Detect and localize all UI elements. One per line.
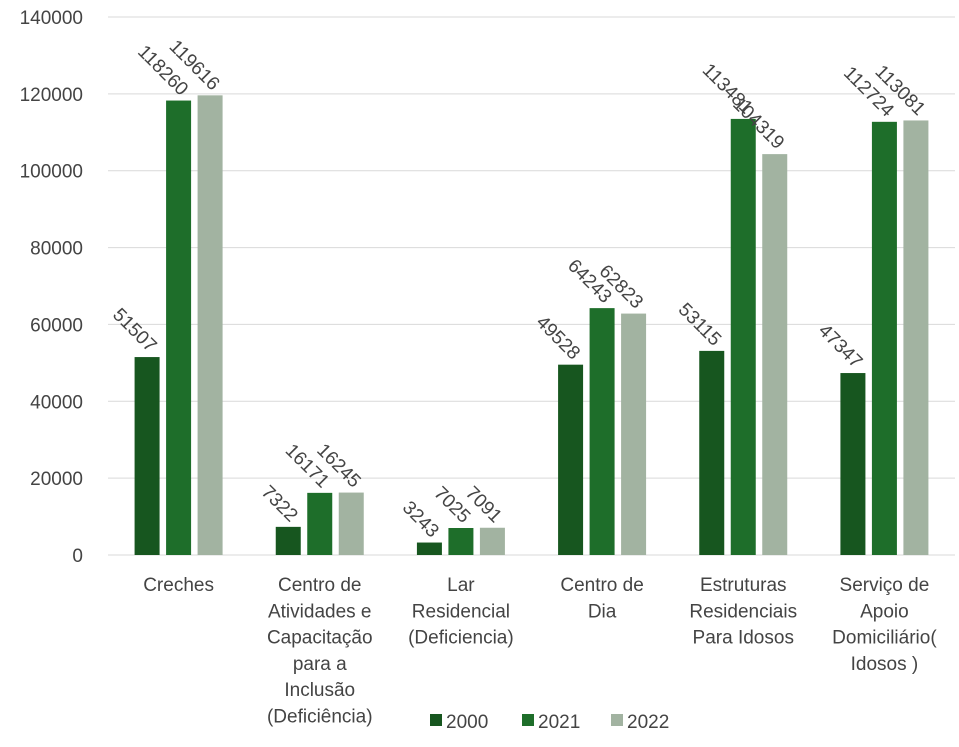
category-label-line: (Deficiência) [267,707,373,728]
y-tick-label: 20000 [30,469,83,490]
category-label-line: Estruturas [700,575,787,596]
legend-swatch [430,714,442,726]
category-label-line: Lar [447,575,475,596]
bar [558,364,584,555]
bar [699,350,725,555]
bar [307,492,333,555]
category-label-line: Atividades e [268,601,372,622]
bar [621,313,647,555]
category-label-line: Inclusão [284,680,355,701]
bar [589,308,615,555]
bar [166,100,192,556]
bar [762,154,788,555]
bar [416,542,442,555]
legend-label: 2022 [627,712,669,733]
category-label: Creches [143,575,214,596]
legend-label: 2021 [538,712,580,733]
y-tick-label: 100000 [20,162,83,183]
bar [448,528,474,555]
y-tick-label: 80000 [30,239,83,260]
data-label: 49528 [532,312,584,364]
category-label-line: para a [293,654,347,675]
category-label-line: Centro de [278,575,361,596]
category-label: Serviço de Apoio Domiciliário( Idosos ) [832,575,937,675]
category-label: Centro de Atividades e Capacitação para a In… [267,575,373,728]
category-label-line: Apoio [860,601,909,622]
legend-swatch [522,714,534,726]
category-label-line: (Deficiencia) [408,628,514,649]
bar [275,526,301,555]
bar [840,373,866,555]
category-label-line: Domiciliário( [832,628,937,649]
y-axis-ticks: 0 20000 40000 60000 80000 100000 120000 140000 [20,8,83,567]
category-label-line: Centro de [560,575,643,596]
bar [479,527,505,555]
y-tick-label: 0 [72,546,83,567]
category-label-line: Dia [588,601,617,622]
y-tick-label: 120000 [20,85,83,106]
data-label: 51507 [108,304,160,356]
category-label: Centro de Dia [560,575,643,622]
category-label-line: Para Idosos [693,628,794,649]
gridlines [108,16,955,556]
category-label-line: Idosos ) [851,654,919,675]
data-label: 47347 [814,320,866,372]
bar [134,357,160,555]
category-label: Lar Residencial (Deficiencia) [408,575,514,649]
category-label-line: Residencial [412,601,510,622]
y-tick-label: 40000 [30,392,83,413]
bar [197,95,223,556]
category-label-line: Serviço de [840,575,930,596]
category-label-line: Creches [143,575,214,596]
bar [338,492,364,555]
y-tick-label: 140000 [20,8,83,29]
legend: 2000 2021 2022 [430,712,669,733]
bar [730,118,756,556]
category-labels: Creches Centro de Atividades e Capacitação p… [143,575,937,728]
data-label: 7322 [257,482,302,527]
category-label-line: Capacitação [267,628,373,649]
legend-label: 2000 [446,712,488,733]
category-label-line: Residenciais [689,601,797,622]
bar [871,121,897,555]
category-label: Estruturas Residenciais Para Idosos [689,575,797,649]
legend-swatch [611,714,623,726]
bars [134,95,929,556]
y-tick-label: 60000 [30,315,83,336]
bar [903,120,929,556]
